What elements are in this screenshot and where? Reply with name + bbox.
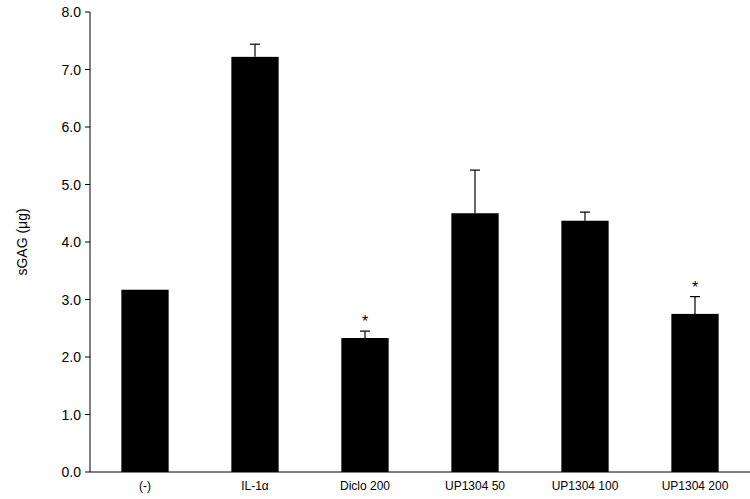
- y-tick-label: 0.0: [62, 464, 82, 480]
- x-tick-label: UP1304 200: [662, 479, 729, 493]
- y-tick-label: 2.0: [62, 349, 82, 365]
- y-tick: [85, 299, 90, 300]
- error-cap: [580, 212, 590, 213]
- error-stem: [584, 212, 585, 221]
- error-stem: [474, 170, 475, 213]
- x-tick-label: Diclo 200: [340, 479, 390, 493]
- y-axis: [90, 12, 91, 472]
- error-cap: [250, 44, 260, 45]
- y-tick: [85, 472, 90, 473]
- bar: [121, 290, 168, 472]
- y-tick: [85, 127, 90, 128]
- x-tick-label: UP1304 100: [552, 479, 619, 493]
- bar: [341, 338, 388, 472]
- y-tick-label: 5.0: [62, 177, 82, 193]
- chart: 0.0 1.0 2.0 3.0 4.0 5.0 6.0 7.0 8.0 sGAG (μg) (-) I…: [0, 0, 750, 499]
- y-tick: [85, 414, 90, 415]
- y-tick: [85, 12, 90, 13]
- error-bar: [470, 170, 480, 213]
- y-tick-label: 8.0: [62, 4, 82, 20]
- bar: [561, 221, 608, 472]
- y-tick-label: 4.0: [62, 234, 82, 250]
- error-stem: [364, 331, 365, 338]
- x-tick-label: IL-1α: [241, 479, 269, 493]
- x-tick-label: UP1304 50: [445, 479, 505, 493]
- y-tick-label: 6.0: [62, 119, 82, 135]
- y-axis-label: sGAG (μg): [14, 208, 30, 275]
- y-tick: [85, 242, 90, 243]
- bars: [121, 44, 718, 472]
- bar: [451, 213, 498, 472]
- bar: [671, 314, 718, 472]
- annotation: *: [692, 279, 698, 296]
- x-axis: [90, 472, 750, 473]
- error-cap: [470, 170, 480, 171]
- y-tick: [85, 184, 90, 185]
- y-tick-label: 1.0: [62, 407, 82, 423]
- annotation: *: [362, 313, 368, 330]
- y-tick: [85, 69, 90, 70]
- error-bar: [690, 297, 700, 314]
- bar: [231, 57, 278, 472]
- error-bar: [360, 331, 370, 338]
- y-tick-label: 7.0: [62, 62, 82, 78]
- error-bar: [250, 44, 260, 57]
- error-stem: [694, 297, 695, 314]
- x-tick-label: (-): [139, 479, 151, 493]
- error-cap: [360, 331, 370, 332]
- error-bar: [580, 212, 590, 221]
- y-tick-label: 3.0: [62, 292, 82, 308]
- error-stem: [254, 44, 255, 57]
- y-tick: [85, 357, 90, 358]
- error-cap: [690, 296, 700, 297]
